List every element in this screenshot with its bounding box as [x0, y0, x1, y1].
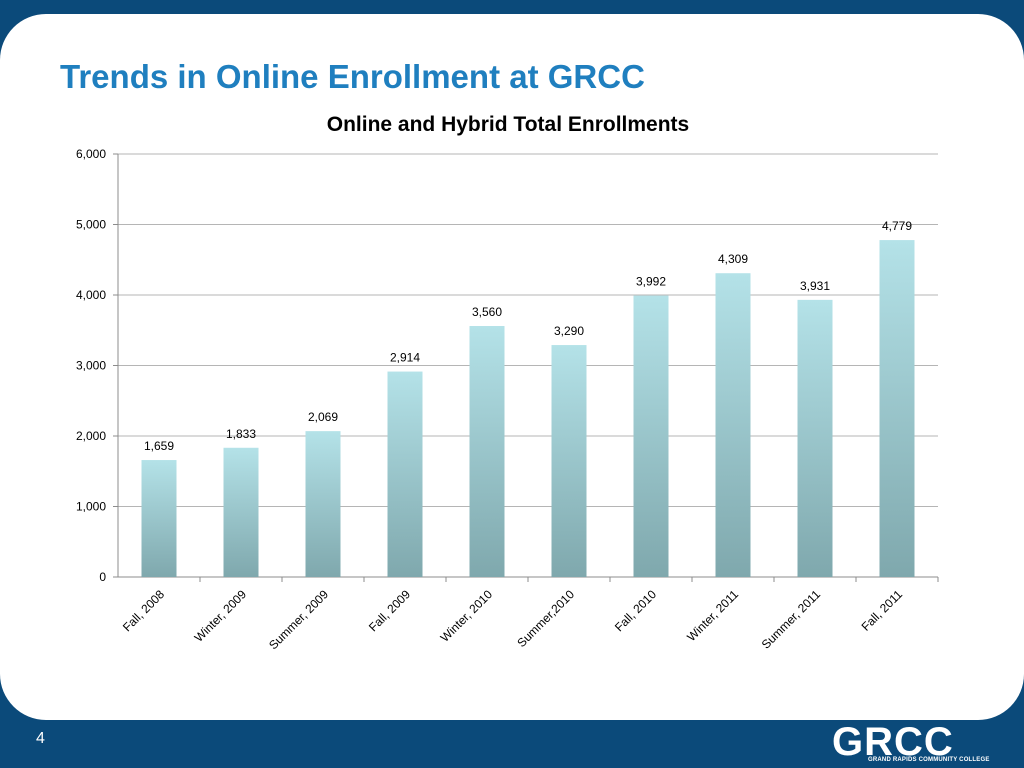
page-number: 4 — [36, 730, 45, 747]
x-axis-labels: Fall, 2008 Winter, 2009 Summer, 2009 Fall, … — [120, 587, 905, 652]
x-tick-label: Winter, 2011 — [684, 587, 741, 644]
x-tick-label: Summer,2010 — [514, 587, 577, 650]
bar — [141, 460, 177, 577]
y-tick-label: 1,000 — [76, 500, 106, 514]
bar — [223, 447, 259, 577]
data-label: 3,290 — [554, 324, 584, 338]
bar — [633, 295, 669, 577]
slide-title: Trends in Online Enrollment at GRCC — [60, 58, 645, 95]
grcc-logo: GRCC GRAND RAPIDS COMMUNITY COLLEGE — [832, 722, 1022, 766]
bar — [305, 431, 341, 577]
x-tick-label: Winter, 2009 — [192, 587, 250, 645]
data-label: 3,560 — [472, 305, 502, 319]
data-label: 2,914 — [390, 351, 420, 365]
gridlines — [113, 153, 939, 582]
bar — [551, 345, 587, 577]
data-label: 4,779 — [882, 219, 912, 233]
value-labels: 1,659 1,833 2,069 2,914 3,560 3,290 3,992 4,309… — [144, 219, 912, 453]
y-tick-label: 4,000 — [76, 288, 106, 302]
x-tick-label: Summer, 2011 — [759, 587, 824, 652]
chart-title: Online and Hybrid Total Enrollments — [327, 113, 689, 136]
data-label: 1,833 — [226, 427, 256, 441]
logo-subtitle: GRAND RAPIDS COMMUNITY COLLEGE — [868, 757, 990, 763]
bar — [387, 371, 423, 577]
footer-bar: 4 GRCC GRAND RAPIDS COMMUNITY COLLEGE — [0, 720, 1024, 768]
y-tick-label: 6,000 — [76, 147, 106, 161]
bar — [879, 240, 915, 577]
data-label: 4,309 — [718, 252, 748, 266]
bar — [797, 299, 833, 577]
bars — [141, 240, 915, 577]
data-label: 3,931 — [800, 279, 830, 293]
enrollment-bar-chart: Online and Hybrid Total Enrollments 0 1,0… — [76, 113, 939, 652]
bar — [715, 273, 751, 577]
data-label: 3,992 — [636, 275, 666, 289]
y-tick-label: 3,000 — [76, 359, 106, 373]
y-axis-ticks: 0 1,000 2,000 3,000 4,000 5,000 6,000 — [76, 147, 106, 584]
x-tick-label: Winter, 2010 — [438, 587, 496, 645]
x-tick-label: Fall, 2011 — [859, 587, 906, 634]
data-label: 1,659 — [144, 439, 174, 453]
x-tick-label: Summer, 2009 — [266, 587, 331, 652]
data-label: 2,069 — [308, 410, 338, 424]
logo-wordmark: GRCC — [832, 720, 954, 764]
x-tick-label: Fall, 2010 — [612, 587, 659, 634]
y-tick-label: 2,000 — [76, 429, 106, 443]
x-tick-label: Fall, 2009 — [366, 587, 413, 634]
y-tick-label: 5,000 — [76, 218, 106, 232]
slide-panel: Trends in Online Enrollment at GRCC Onli… — [0, 14, 1024, 720]
y-tick-label: 0 — [99, 570, 106, 584]
bar — [469, 326, 505, 577]
x-tick-label: Fall, 2008 — [120, 587, 167, 634]
